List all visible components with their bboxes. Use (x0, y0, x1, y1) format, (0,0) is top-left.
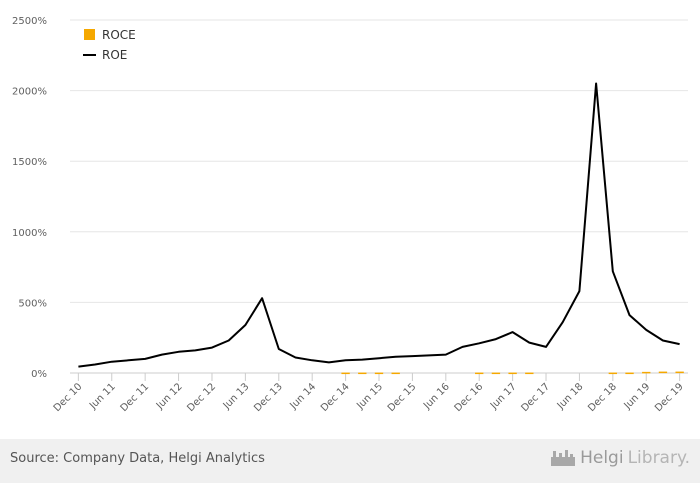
x-axis: Dec 10 Jun 11 Dec 11 Jun 12 Dec 12 Jun 13 Dec … (52, 373, 686, 414)
roce-bar (475, 372, 484, 375)
legend: ROCE ROE (83, 28, 136, 62)
y-tick-label: 0% (31, 369, 47, 380)
y-tick-label: 1000% (12, 228, 47, 239)
x-tick-label: Jun 18 (555, 381, 586, 412)
roce-bars (341, 371, 684, 375)
x-tick-label: Jun 11 (87, 381, 118, 412)
y-tick-label: 2500% (12, 16, 47, 27)
x-tick-label: Jun 12 (154, 381, 185, 412)
logo-text-bold: Helgi (580, 448, 624, 468)
roe-line (78, 82, 680, 368)
y-tick-label: 2000% (12, 87, 47, 98)
logo-text-light: Library. (627, 448, 690, 468)
roce-bar (525, 372, 534, 375)
legend-label-roe: ROE (102, 48, 127, 62)
roce-bar (608, 372, 618, 375)
x-tick-label: Dec 13 (252, 381, 285, 414)
roce-bar (642, 371, 651, 374)
x-tick-label: Jun 19 (622, 381, 653, 412)
x-tick-label: Dec 16 (453, 381, 486, 414)
roce-bar (341, 372, 350, 375)
legend-label-roce: ROCE (102, 28, 136, 42)
legend-swatch-roce (84, 29, 95, 40)
roce-bar (658, 371, 668, 374)
x-tick-label: Dec 15 (386, 381, 419, 414)
grid (70, 19, 688, 374)
x-tick-label: Dec 18 (586, 381, 619, 414)
footer (0, 439, 700, 483)
y-tick-label: 1500% (12, 157, 47, 168)
roce-bar (491, 372, 501, 375)
x-tick-label: Jun 14 (288, 381, 319, 412)
roce-bar (374, 372, 384, 375)
roe-line-group (78, 82, 680, 368)
x-tick-label: Dec 17 (519, 381, 552, 414)
building-icon (551, 450, 576, 466)
roce-bar (391, 372, 400, 375)
x-tick-label: Jun 16 (421, 381, 452, 412)
roce-bar (508, 372, 517, 375)
source-note: Source: Company Data, Helgi Analytics (10, 451, 265, 466)
x-tick-label: Dec 11 (119, 381, 152, 414)
roce-bar (625, 372, 634, 375)
roce-bar (358, 372, 367, 375)
x-tick-label: Dec 10 (52, 381, 85, 414)
y-axis: 0% 500% 1000% 1500% 2000% 2500% (12, 16, 47, 380)
x-tick-label: Jun 15 (354, 381, 385, 412)
x-tick-label: Jun 17 (488, 381, 519, 412)
roce-bar (675, 371, 684, 374)
helgi-library-logo: Helgi Library. (550, 448, 690, 468)
x-tick-label: Dec 14 (319, 381, 352, 414)
y-tick-label: 500% (18, 298, 47, 309)
x-tick-label: Jun 13 (221, 381, 252, 412)
chart: 0%500%1000%1500%2000%2500% Dec 10 Jun 11 D… (12, 16, 688, 414)
x-tick-label: Dec 12 (185, 381, 218, 414)
x-tick-label: Dec 19 (653, 381, 686, 414)
